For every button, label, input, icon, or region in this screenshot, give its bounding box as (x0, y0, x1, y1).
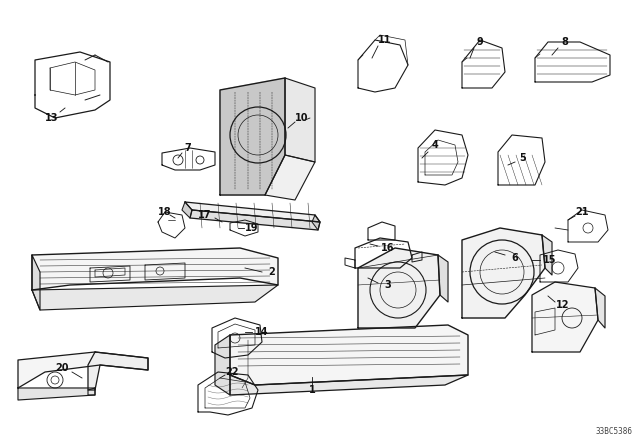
Polygon shape (462, 228, 545, 318)
Polygon shape (285, 78, 315, 162)
Polygon shape (88, 352, 148, 390)
Text: 22: 22 (225, 367, 239, 377)
Text: 15: 15 (543, 255, 557, 265)
Text: 12: 12 (556, 300, 570, 310)
Text: 11: 11 (378, 35, 392, 45)
Text: 5: 5 (520, 153, 526, 163)
Polygon shape (220, 78, 285, 195)
Text: 16: 16 (381, 243, 395, 253)
Polygon shape (312, 215, 320, 230)
Polygon shape (542, 235, 552, 275)
Polygon shape (265, 155, 315, 200)
Text: 33BC5386: 33BC5386 (595, 427, 632, 436)
Polygon shape (358, 248, 440, 328)
Polygon shape (32, 285, 278, 310)
Text: 6: 6 (511, 253, 518, 263)
Text: 10: 10 (295, 113, 308, 123)
Polygon shape (185, 202, 320, 222)
Polygon shape (18, 352, 148, 388)
Polygon shape (215, 335, 230, 395)
Text: 21: 21 (575, 207, 589, 217)
Polygon shape (438, 255, 448, 302)
Polygon shape (32, 248, 278, 290)
Text: 8: 8 (561, 37, 568, 47)
Text: 9: 9 (477, 37, 483, 47)
Text: 7: 7 (184, 143, 191, 153)
Text: 4: 4 (431, 140, 438, 150)
Polygon shape (532, 282, 598, 352)
Text: 2: 2 (269, 267, 275, 277)
Text: 19: 19 (245, 223, 259, 233)
Text: 3: 3 (385, 280, 392, 290)
Polygon shape (32, 255, 40, 310)
Text: 14: 14 (255, 327, 269, 337)
Polygon shape (595, 288, 605, 328)
Text: 18: 18 (158, 207, 172, 217)
Polygon shape (190, 210, 320, 230)
Text: 17: 17 (198, 210, 212, 220)
Text: 1: 1 (308, 385, 316, 395)
Text: 20: 20 (55, 363, 68, 373)
Polygon shape (230, 375, 468, 395)
Text: 13: 13 (45, 113, 59, 123)
Polygon shape (182, 202, 192, 218)
Polygon shape (18, 388, 95, 400)
Polygon shape (230, 325, 468, 385)
